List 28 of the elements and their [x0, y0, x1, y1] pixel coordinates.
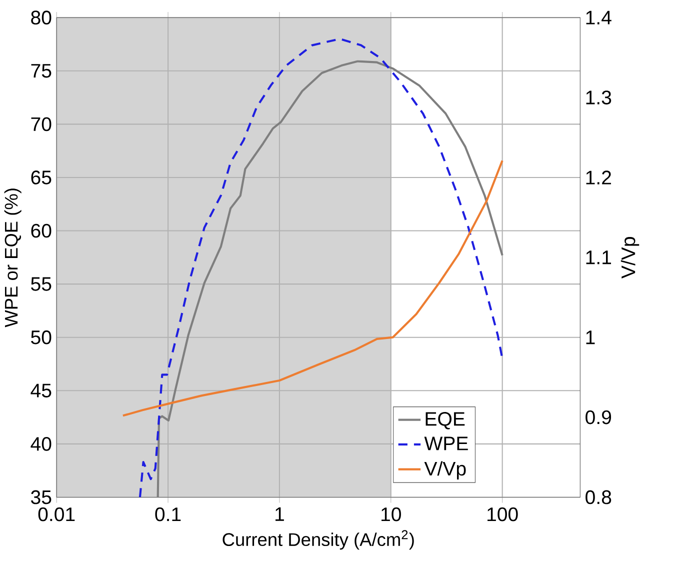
legend-label: EQE [426, 412, 465, 430]
y-tick-label: 80 [31, 10, 52, 24]
y-axis-title: WPE or EQE (%) [4, 188, 22, 328]
legend-label: WPE [424, 436, 468, 450]
x-tick-label: 0.1 [155, 507, 181, 522]
y2-tick-label: 1.3 [586, 90, 612, 104]
x-tick-label: 10 [382, 507, 401, 522]
y2-axis-title: V/Vp [620, 236, 640, 278]
y2-tick-label: 1.2 [586, 170, 611, 184]
y-tick-label: 55 [31, 277, 52, 291]
x-tick-label: 0.01 [38, 507, 75, 522]
y-tick-label: 65 [31, 170, 52, 184]
y-tick-label: 35 [31, 490, 52, 504]
y2-tick-label: 1.1 [586, 250, 612, 264]
y-tick-label: 40 [30, 436, 52, 451]
y2-tick-label: 0.8 [586, 490, 612, 504]
y-tick-label: 70 [31, 117, 52, 132]
legend-label: V/Vp [424, 461, 466, 480]
y-tick-label: 45 [30, 384, 52, 398]
y-tick-label: 75 [31, 64, 52, 78]
x-tick-label: 1 [276, 507, 284, 521]
y2-tick-label: 1.4 [586, 10, 612, 24]
x-axis-title: Current Density (A/cm$^{2}$) [222, 530, 414, 550]
x-tick-label: 100 [488, 507, 518, 522]
y2-tick-label: 1 [586, 330, 595, 344]
y-tick-label: 60 [31, 224, 52, 238]
y2-tick-label: 0.9 [586, 410, 612, 424]
y-tick-label: 50 [31, 330, 52, 344]
